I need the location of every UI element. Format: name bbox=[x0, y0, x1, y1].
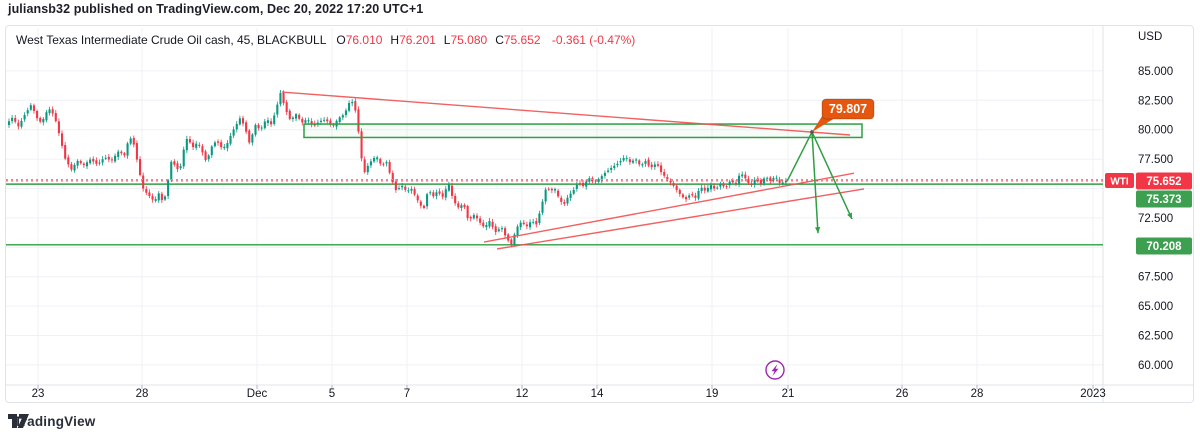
svg-text:62.500: 62.500 bbox=[1138, 331, 1173, 343]
ohlc-l: L75.080 bbox=[443, 33, 488, 47]
svg-text:19: 19 bbox=[706, 388, 719, 400]
price-axis[interactable]: 85.000 82.500 80.000 77.500 72.500 67.500 65.0… bbox=[1105, 31, 1192, 372]
symbol-tag: WTI bbox=[1110, 177, 1129, 188]
svg-text:77.500: 77.500 bbox=[1138, 154, 1173, 166]
forecast-arrows[interactable] bbox=[786, 130, 853, 234]
svg-text:60.000: 60.000 bbox=[1138, 360, 1173, 372]
svg-text:12: 12 bbox=[516, 388, 529, 400]
price-badge-70.208: 70.208 bbox=[1136, 237, 1192, 255]
svg-text:70.208: 70.208 bbox=[1146, 241, 1182, 253]
trendlines[interactable] bbox=[281, 91, 865, 250]
ohlc-h: H76.201 bbox=[390, 33, 436, 47]
svg-text:28: 28 bbox=[136, 388, 149, 400]
svg-text:2023: 2023 bbox=[1080, 388, 1106, 400]
supply-zone-rectangle[interactable] bbox=[303, 123, 863, 139]
svg-text:7: 7 bbox=[404, 388, 410, 400]
callout-price-text: 79.807 bbox=[829, 102, 867, 116]
svg-text:5: 5 bbox=[329, 388, 335, 400]
svg-text:Dec: Dec bbox=[247, 388, 268, 400]
candlesticks bbox=[7, 90, 787, 248]
ohlc-c: C75.652 bbox=[495, 33, 541, 47]
descending-resistance bbox=[281, 91, 851, 136]
svg-text:28: 28 bbox=[971, 388, 984, 400]
time-axis[interactable]: 23 28 Dec 5 7 12 14 19 21 26 28 2023 bbox=[32, 385, 1106, 400]
horizontal-level-lines[interactable] bbox=[6, 183, 1103, 246]
svg-text:82.500: 82.500 bbox=[1138, 95, 1173, 107]
svg-text:23: 23 bbox=[32, 388, 45, 400]
tradingview-logo-text: TradingView bbox=[14, 414, 96, 429]
price-callout[interactable]: 79.807 bbox=[812, 98, 875, 132]
price-badge-75.652: WTI 75.652 bbox=[1105, 172, 1192, 190]
flash-icon[interactable] bbox=[765, 360, 785, 380]
svg-text:72.500: 72.500 bbox=[1138, 213, 1173, 225]
grid bbox=[6, 28, 1103, 385]
published-header: juliansb32 published on TradingView.com,… bbox=[8, 2, 424, 16]
svg-text:75.373: 75.373 bbox=[1146, 194, 1181, 206]
svg-text:75.652: 75.652 bbox=[1146, 176, 1181, 188]
currency-label: USD bbox=[1138, 31, 1162, 43]
price-badge-75.373: 75.373 bbox=[1136, 190, 1192, 208]
svg-text:26: 26 bbox=[896, 388, 909, 400]
symbol-title: West Texas Intermediate Crude Oil cash, … bbox=[16, 33, 327, 47]
svg-text:14: 14 bbox=[591, 388, 604, 400]
chart-panel bbox=[5, 25, 1194, 403]
ohlc-o: O76.010 bbox=[336, 33, 383, 47]
svg-text:67.500: 67.500 bbox=[1138, 272, 1173, 284]
svg-text:21: 21 bbox=[782, 388, 795, 400]
tradingview-logo[interactable]: TradingView bbox=[8, 414, 95, 429]
chart-legend[interactable]: West Texas Intermediate Crude Oil cash, … bbox=[16, 33, 635, 47]
rising-channel-lower bbox=[496, 188, 865, 250]
svg-text:80.000: 80.000 bbox=[1138, 125, 1173, 137]
svg-text:85.000: 85.000 bbox=[1138, 66, 1173, 78]
rising-channel-upper bbox=[483, 172, 855, 243]
change-value: -0.361 (-0.47%) bbox=[551, 33, 636, 47]
svg-text:65.000: 65.000 bbox=[1138, 301, 1173, 313]
ohlc-values: O76.010 H76.201 L75.080 C75.652 bbox=[336, 33, 548, 47]
